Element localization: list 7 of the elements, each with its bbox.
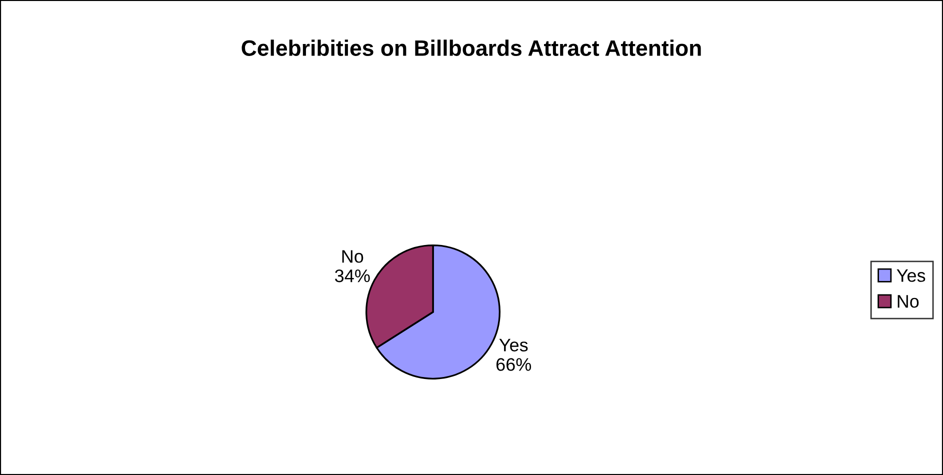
legend-label: Yes bbox=[896, 269, 926, 282]
chart-title: Celebribities on Billboards Attract Attention bbox=[242, 40, 701, 56]
slice-label: No bbox=[342, 250, 364, 263]
slice-label: Yes bbox=[499, 338, 528, 352]
data-label: 34% bbox=[335, 269, 370, 282]
legend-label: No bbox=[898, 295, 919, 308]
data-label: 66% bbox=[496, 358, 532, 371]
